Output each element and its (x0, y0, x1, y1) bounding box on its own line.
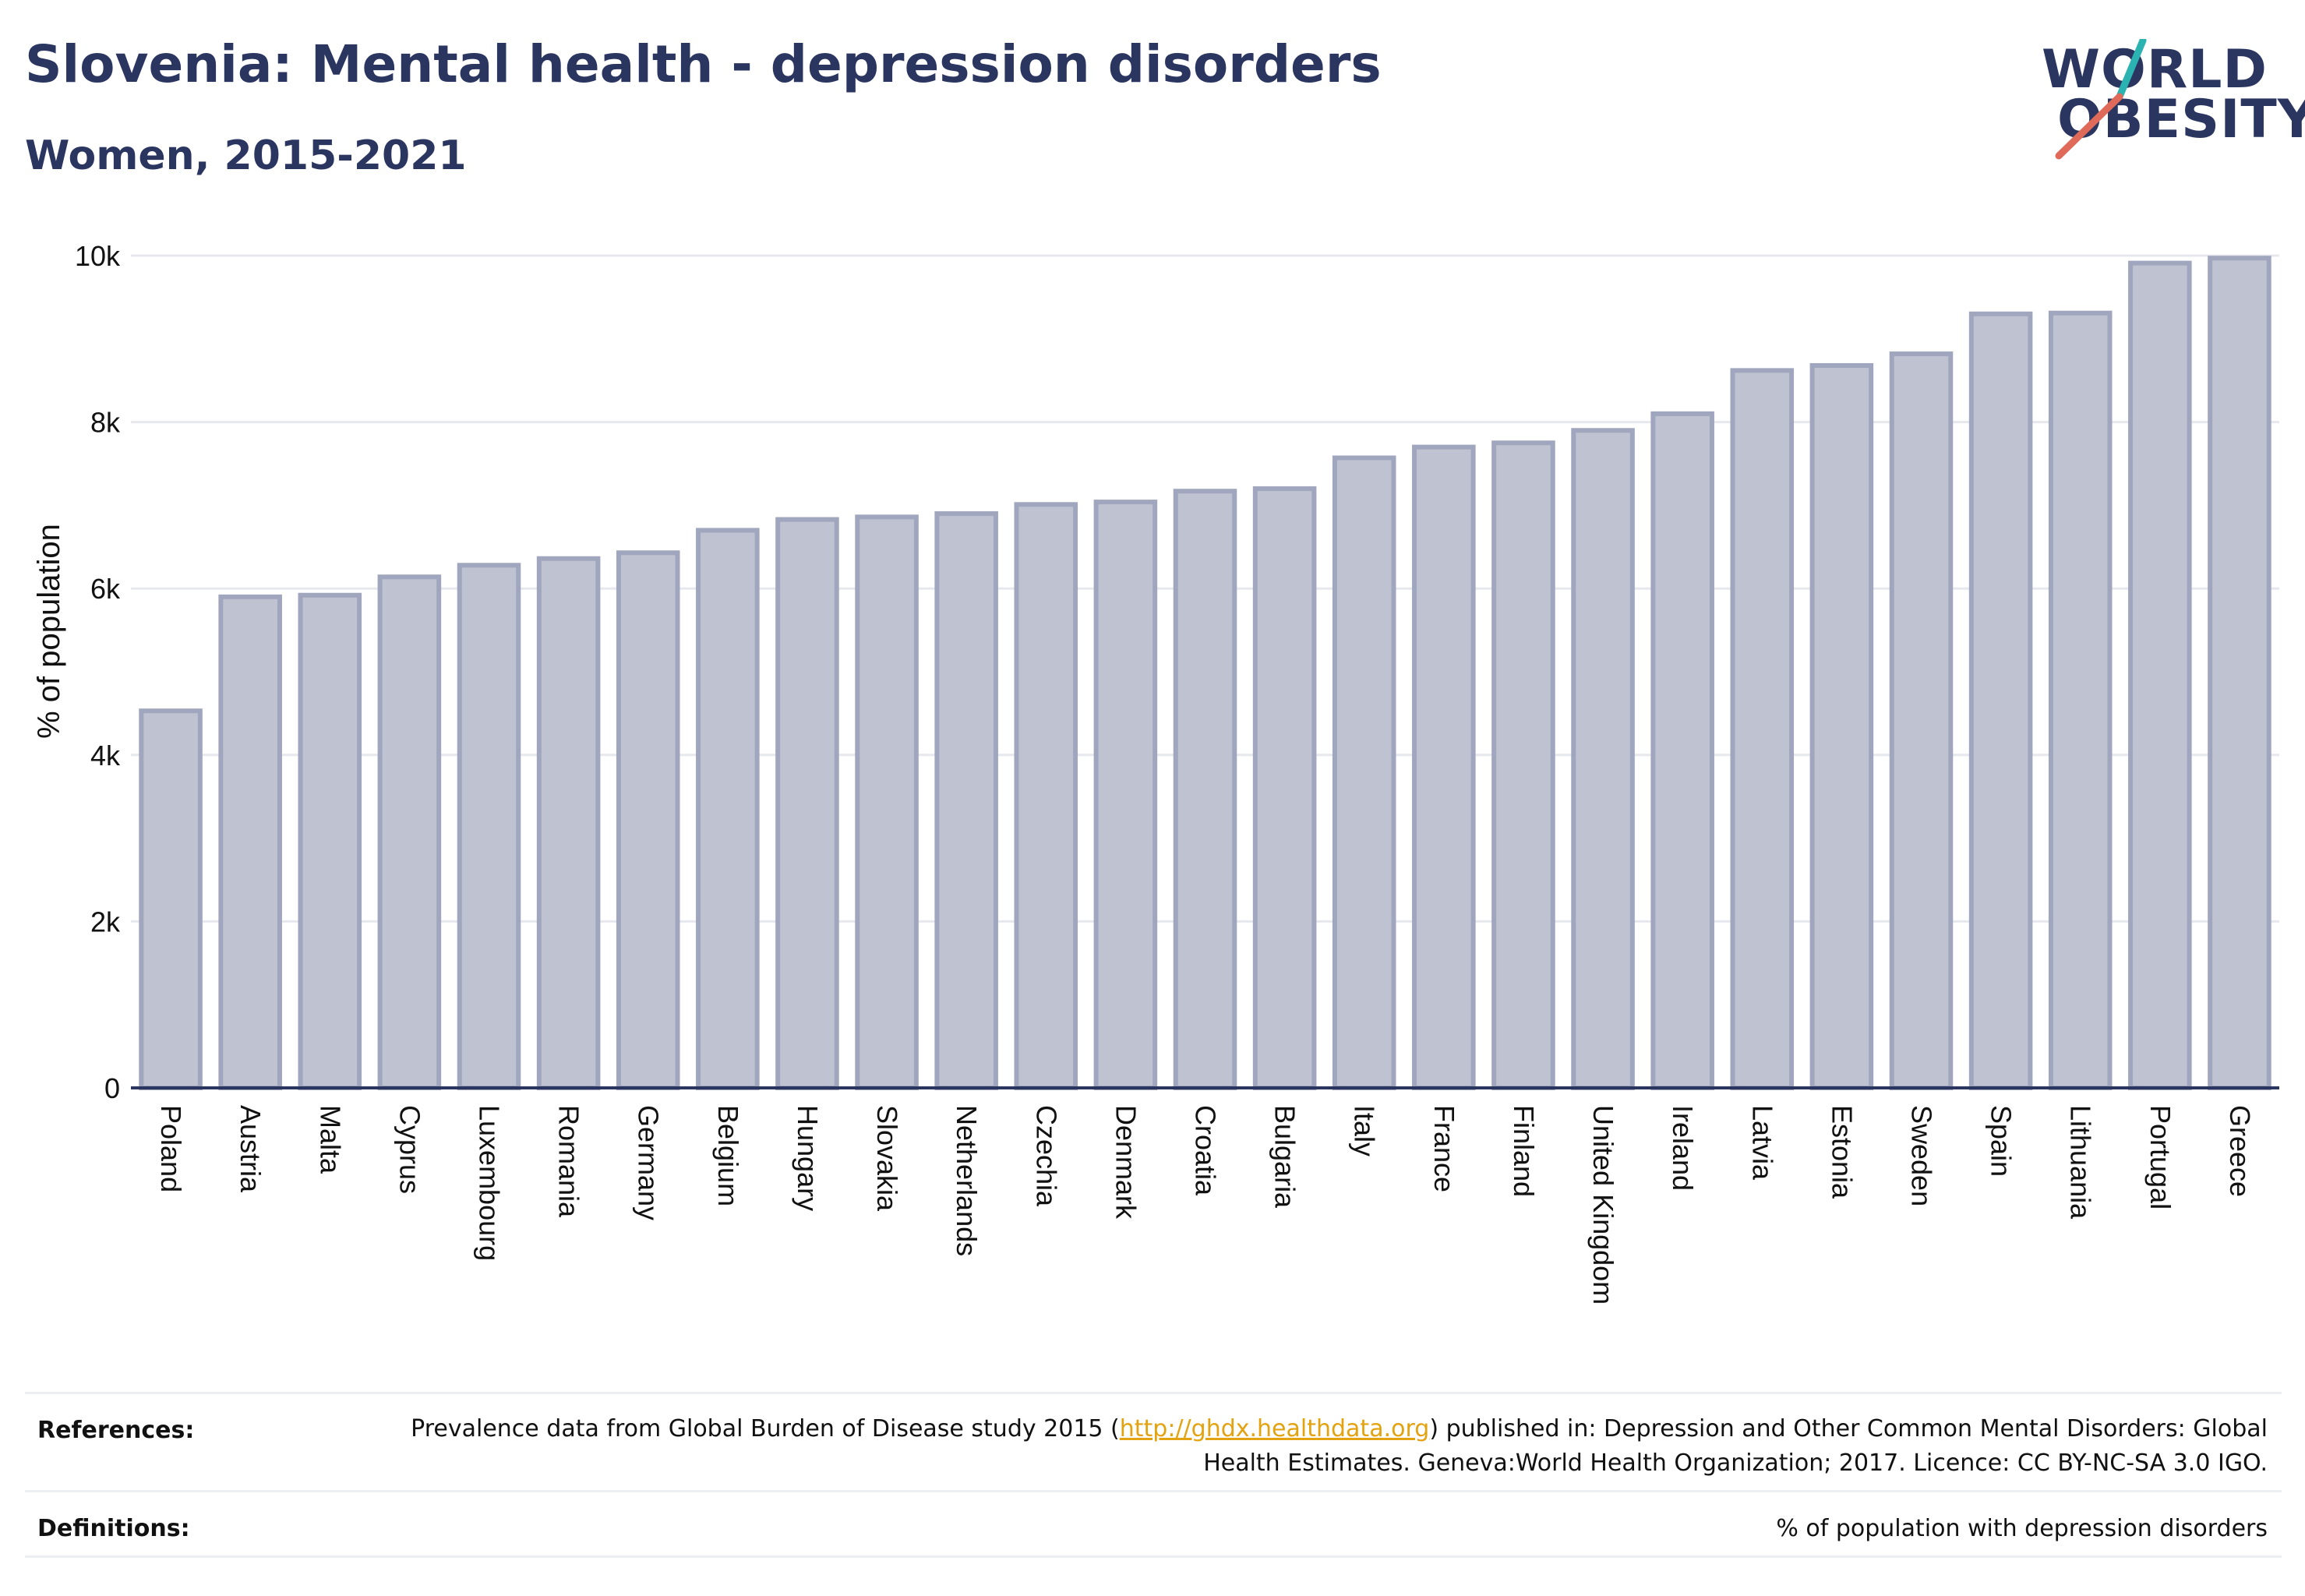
bar[interactable] (1014, 502, 1078, 1091)
bar[interactable] (1650, 411, 1714, 1091)
bar-chart: 0 2k 4k 6k 8k 10k Poland Austria Malta Cyprus Luxe… (32, 240, 2279, 1305)
footer-divider-bottom (25, 1555, 2282, 1558)
bar[interactable] (218, 594, 282, 1090)
references-text-after: ) published in: Depression and Other Com… (1203, 1415, 2268, 1477)
x-tick-label: Bulgaria (1269, 1105, 1301, 1209)
x-tick-label: Sweden (1906, 1105, 1938, 1206)
bar[interactable] (1332, 455, 1396, 1090)
bar[interactable] (775, 517, 839, 1090)
bar[interactable] (1730, 368, 1795, 1091)
bar[interactable] (1491, 440, 1555, 1090)
bar[interactable] (2208, 256, 2271, 1091)
y-tick-label: 2k (90, 906, 121, 937)
bar[interactable] (1889, 351, 1954, 1091)
x-tick-label: Spain (1986, 1105, 2017, 1177)
bar[interactable] (934, 511, 998, 1090)
logo-slash-icon (2055, 39, 2147, 160)
bar[interactable] (139, 708, 203, 1090)
y-axis-label: % of population (32, 524, 66, 739)
definitions-label: Definitions: (37, 1515, 190, 1542)
x-tick-label: Ireland (1667, 1105, 1699, 1191)
x-tick-label: United Kingdom (1587, 1105, 1619, 1305)
bar[interactable] (377, 574, 442, 1090)
bar[interactable] (1173, 489, 1237, 1090)
bars (139, 256, 2271, 1091)
x-tick-label: Denmark (1110, 1105, 1142, 1220)
chart-subtitle: Women, 2015-2021 (25, 132, 467, 179)
logo-line-1: WORLD (2042, 39, 2268, 101)
x-tick-label: Slovakia (871, 1105, 903, 1212)
x-tick-label: Czechia (1030, 1105, 1062, 1207)
bar[interactable] (1412, 444, 1476, 1090)
bar[interactable] (1968, 311, 2033, 1090)
bar[interactable] (1571, 428, 1635, 1090)
x-tick-label: Hungary (792, 1105, 824, 1211)
bar[interactable] (1093, 500, 1158, 1090)
x-tick-label: Latvia (1746, 1105, 1778, 1181)
references-label: References: (37, 1417, 195, 1444)
world-obesity-logo: WORLD OBESITY (2026, 39, 2305, 164)
y-tick-label: 6k (90, 573, 121, 605)
x-tick-label: Luxembourg (474, 1105, 506, 1261)
y-tick-label: 4k (90, 740, 121, 772)
x-tick-label: Portugal (2144, 1105, 2176, 1209)
references-link[interactable]: http://ghdx.healthdata.org (1119, 1415, 1430, 1442)
bar[interactable] (298, 592, 362, 1090)
bar[interactable] (616, 550, 680, 1090)
bar[interactable] (536, 556, 601, 1090)
x-tick-label: Belgium (712, 1105, 744, 1206)
x-tick-label: Romania (553, 1105, 585, 1218)
x-tick-label: France (1428, 1105, 1460, 1192)
bar[interactable] (855, 514, 919, 1090)
x-tick-label: Greece (2224, 1105, 2256, 1197)
bar[interactable] (2048, 310, 2113, 1090)
bar[interactable] (457, 563, 521, 1090)
x-tick-label: Poland (155, 1105, 187, 1192)
x-tick-label: Italy (1349, 1105, 1381, 1156)
bar[interactable] (1809, 362, 1874, 1090)
x-tick-label: Lithuania (2065, 1105, 2097, 1220)
chart-title: Slovenia: Mental health - depression dis… (25, 34, 1382, 94)
x-tick-label: Croatia (1190, 1105, 1222, 1196)
y-tick-label: 0 (104, 1072, 120, 1104)
references-text-before: Prevalence data from Global Burden of Di… (411, 1415, 1120, 1442)
x-tick-label: Malta (314, 1105, 346, 1174)
axes: 0 2k 4k 6k 8k 10k Poland Austria Malta Cyprus Luxe… (75, 240, 2279, 1305)
definitions-text: % of population with depression disorder… (1776, 1515, 2268, 1542)
bar[interactable] (696, 528, 760, 1090)
x-tick-label: Austria (235, 1105, 267, 1193)
bar[interactable] (2128, 260, 2192, 1090)
x-tick-label: Cyprus (394, 1105, 425, 1194)
x-tick-label: Germany (633, 1105, 665, 1220)
y-tick-label: 8k (90, 407, 121, 439)
x-tick-label: Finland (1508, 1105, 1540, 1197)
y-tick-label: 10k (75, 240, 121, 272)
x-tick-label: Netherlands (951, 1105, 983, 1256)
footer-divider-middle (25, 1490, 2282, 1492)
x-tick-label: Estonia (1826, 1105, 1858, 1199)
references-text: Prevalence data from Global Burden of Di… (397, 1412, 2268, 1481)
bar[interactable] (1252, 486, 1317, 1091)
footer-divider-top (25, 1392, 2282, 1394)
